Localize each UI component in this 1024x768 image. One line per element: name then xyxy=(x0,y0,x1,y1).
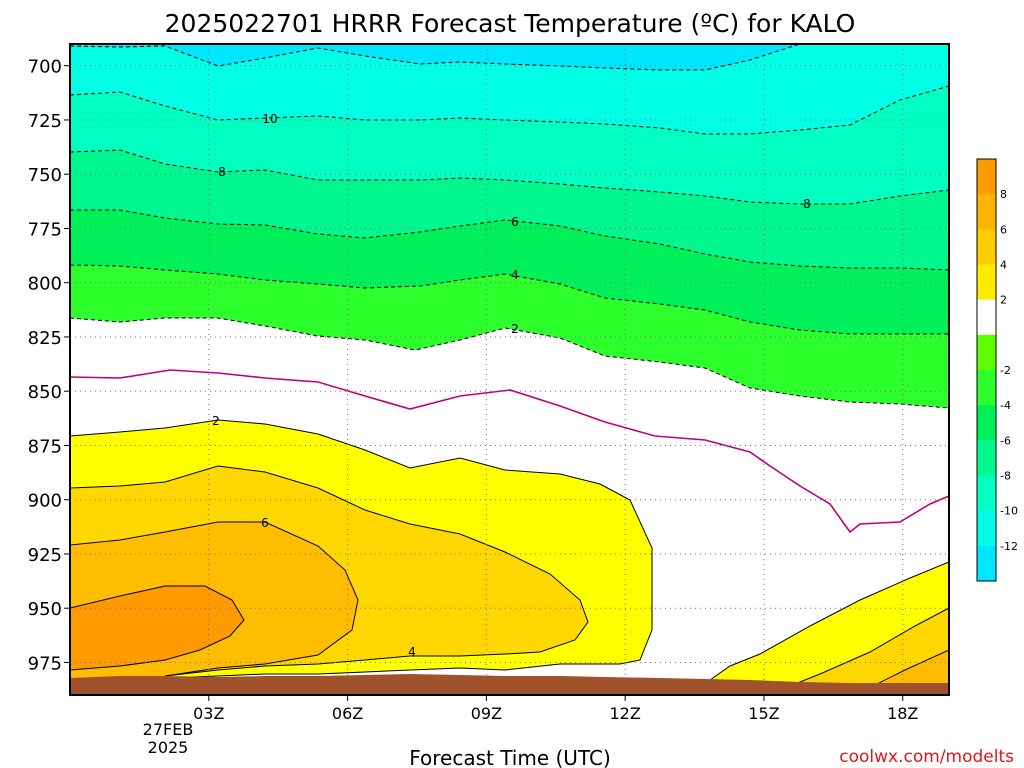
colorbar-swatch xyxy=(977,194,996,230)
contour-plus2 xyxy=(70,419,653,679)
contour-plus2-right xyxy=(709,561,949,681)
y-tick-label: 975 xyxy=(28,653,62,674)
y-tick-label: 700 xyxy=(28,57,62,78)
colorbar-swatch xyxy=(977,159,996,195)
chart-title: 2025022701 HRRR Forecast Temperature (ºC… xyxy=(165,9,856,38)
contour-label-4-cold: 4 xyxy=(511,268,519,282)
y-tick-label: 900 xyxy=(28,491,62,512)
color-bar: 8 6 4 2 -2 -4 -6 -8 -10 -12 xyxy=(976,158,1018,582)
colorbar-tick-label: -4 xyxy=(1000,399,1011,412)
x-date-label-day: 27FEB xyxy=(143,720,194,739)
contour-label-2-warm: 2 xyxy=(212,414,220,428)
contour-minus14 xyxy=(70,44,801,71)
contour-label-4-warm: 4 xyxy=(408,645,416,659)
y-tick-label: 875 xyxy=(28,436,62,457)
colorbar-swatch xyxy=(977,229,996,265)
y-tick-label: 725 xyxy=(28,111,62,132)
x-axis-title: Forecast Time (UTC) xyxy=(409,746,611,768)
x-tick-label: 15Z xyxy=(748,704,779,723)
y-tick-label: 825 xyxy=(28,328,62,349)
freezing-line xyxy=(70,369,949,534)
x-tick-label: 12Z xyxy=(609,704,640,723)
contour-plus4 xyxy=(70,465,589,677)
credit-link[interactable]: coolwx.com/modelts xyxy=(839,747,1014,767)
contour-plus4-right xyxy=(779,607,949,691)
contour-minus6 xyxy=(70,264,949,335)
colorbar-tick-label: -10 xyxy=(1000,505,1018,518)
colorbar-swatch xyxy=(977,370,996,406)
contour-label-6-cold: 6 xyxy=(511,215,519,229)
y-tick-label: 750 xyxy=(28,165,62,186)
band-plus8-plus10 xyxy=(70,586,244,670)
colorbar-tick-label: -2 xyxy=(1000,364,1011,377)
colorbar-tick-label: -8 xyxy=(1000,470,1011,483)
x-date-label-year: 2025 xyxy=(148,738,189,757)
colorbar-tick-label: 2 xyxy=(1000,294,1007,307)
contour-label-2-cold: 2 xyxy=(511,322,519,336)
colorbar-tick-label: -12 xyxy=(1000,540,1018,553)
contour-label-8: 8 xyxy=(218,165,226,179)
contour-minus2 xyxy=(70,317,949,409)
x-tick-label: 03Z xyxy=(193,704,224,723)
colorbar-swatch xyxy=(977,264,996,301)
y-tick-label: 950 xyxy=(28,599,62,620)
colorbar-swatch xyxy=(977,440,996,476)
colorbar-tick-label: 8 xyxy=(1000,188,1007,201)
colorbar-swatch xyxy=(977,545,996,582)
contour-minus12 xyxy=(70,85,949,135)
contour-minus10 xyxy=(70,149,949,205)
contour-label-8-right: 8 xyxy=(803,197,811,211)
colorbar-swatch xyxy=(977,405,996,441)
colorbar-swatch xyxy=(977,510,996,547)
y-tick-label: 850 xyxy=(28,382,62,403)
contour-minus8 xyxy=(70,209,949,271)
x-tick-label: 06Z xyxy=(332,704,363,723)
contour-plus6 xyxy=(70,521,359,677)
colorbar-tick-label: -6 xyxy=(1000,434,1011,447)
colorbar-swatch xyxy=(977,299,996,336)
colorbar-tick-label: 4 xyxy=(1000,259,1007,272)
colorbar-swatch xyxy=(977,475,996,512)
y-tick-label: 800 xyxy=(28,274,62,295)
colorbar-swatch xyxy=(977,334,996,371)
x-tick-label: 18Z xyxy=(887,704,918,723)
colorbar-frame xyxy=(976,158,997,582)
contour-label-10: 10 xyxy=(262,112,277,126)
y-tick-label: 925 xyxy=(28,545,62,566)
plot-frame xyxy=(69,43,950,696)
ground-terrain xyxy=(70,674,949,695)
y-tick-label: 775 xyxy=(28,219,62,240)
x-tick-label: 09Z xyxy=(471,704,502,723)
contour-label-6-warm: 6 xyxy=(261,516,269,530)
colorbar-tick-label: 6 xyxy=(1000,223,1007,236)
